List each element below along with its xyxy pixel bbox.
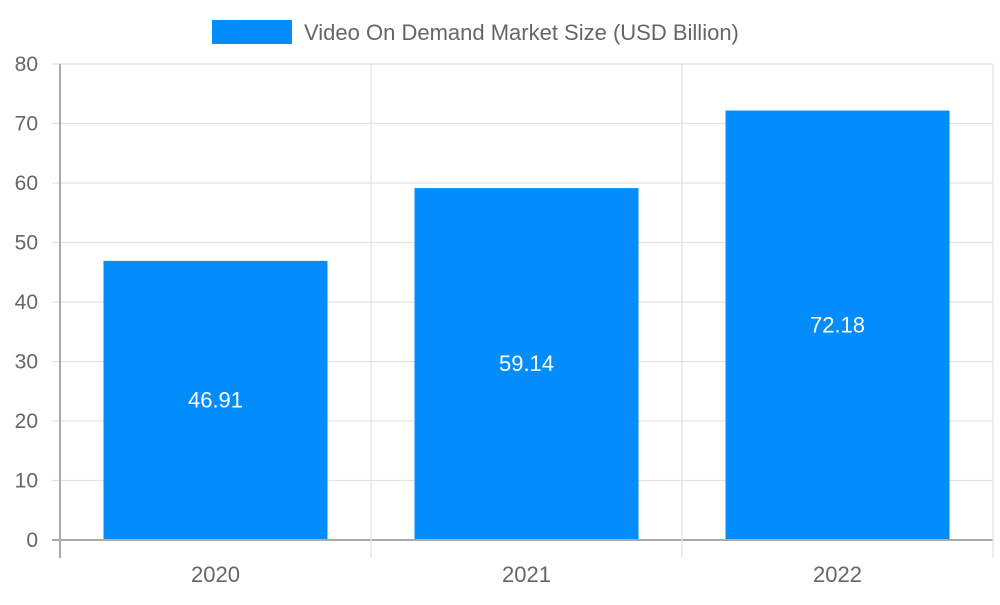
y-tick-label: 60 — [15, 172, 38, 195]
y-tick-label: 70 — [15, 113, 38, 136]
bar-2020[interactable] — [103, 260, 328, 539]
legend[interactable]: Video On Demand Market Size (USD Billion… — [212, 20, 739, 45]
y-tick-label: 0 — [26, 529, 38, 552]
y-tick-label: 10 — [15, 470, 38, 493]
legend-label: Video On Demand Market Size (USD Billion… — [304, 20, 739, 45]
bar-2021[interactable] — [414, 188, 639, 539]
x-axis-ticks: 2020 2021 2022 — [191, 562, 862, 587]
y-tick-label: 80 — [15, 53, 38, 76]
x-tick-label: 2021 — [502, 562, 551, 587]
y-tick-label: 30 — [15, 351, 38, 374]
y-tick-label: 20 — [15, 410, 38, 433]
bar-value-label: 46.91 — [188, 387, 243, 412]
y-tick-label: 40 — [15, 291, 38, 314]
bar-value-label: 59.14 — [499, 351, 554, 376]
legend-swatch — [212, 20, 292, 44]
bar-2022[interactable] — [725, 110, 950, 540]
x-tick-label: 2020 — [191, 562, 240, 587]
x-tick-label: 2022 — [813, 562, 862, 587]
y-tick-label: 50 — [15, 232, 38, 255]
bar-value-label: 72.18 — [810, 312, 865, 337]
y-axis-ticks: 0 10 20 30 40 50 60 70 80 — [15, 53, 38, 552]
bars: 46.91 59.14 72.18 — [103, 110, 950, 540]
